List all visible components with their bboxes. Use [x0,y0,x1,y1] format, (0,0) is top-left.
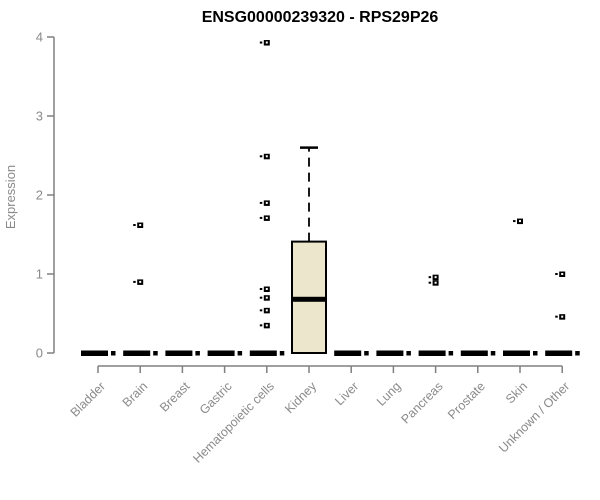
x-category-label-lung: Lung [374,379,404,409]
y-tick-label: 2 [36,188,43,203]
x-category-label-bladder: Bladder [68,379,108,419]
collapsed-box-pancreas [418,350,446,356]
collapsed-box-edge-skin [533,351,538,356]
outlier-point-center-hematopoietic-cells [265,309,268,312]
outlier-point-center-unknown-other [561,273,564,275]
collapsed-box-unknown-other [545,350,573,356]
collapsed-box-edge-hematopoietic-cells [279,351,285,356]
x-category-label-kidney: Kidney [282,379,319,416]
collapsed-box-edge-prostate [490,351,496,356]
outlier-point-dash-brain [133,280,136,283]
outlier-point-dash-unknown-other [555,315,558,318]
x-category-label-pancreas: Pancreas [398,379,445,426]
outlier-point-dash-skin [513,220,516,223]
outlier-point-dash-pancreas [428,281,432,284]
collapsed-box-edge-gastric [237,351,243,356]
y-tick-label: 1 [36,267,43,282]
outlier-point-center-hematopoietic-cells [265,216,268,219]
x-category-label-hematopoietic-cells: Hematopoietic cells [190,379,277,466]
collapsed-box-bladder [81,350,108,356]
outlier-point-center-unknown-other [561,315,564,318]
collapsed-box-lung [376,350,404,356]
y-tick-label: 3 [36,109,43,124]
x-category-label-prostate: Prostate [445,379,488,422]
outlier-point-center-hematopoietic-cells [265,288,268,291]
outlier-point-dash-hematopoietic-cells [259,296,263,299]
outlier-point-center-hematopoietic-cells [265,41,268,44]
chart-layer: 0 1 2 3 4 Bladder Brain Breast GastricHematopoie… [36,30,580,466]
x-category-label-skin: Skin [503,379,530,406]
outlier-point-dash-hematopoietic-cells [259,41,263,44]
outlier-point-center-pancreas [434,281,437,284]
collapsed-box-hematopoietic-cells [249,350,277,356]
outlier-point-center-brain [139,280,142,283]
outlier-point-dash-hematopoietic-cells [259,216,263,219]
outlier-point-dash-unknown-other [555,273,558,275]
collapsed-box-prostate [460,350,488,356]
outlier-point-dash-pancreas [428,276,432,279]
collapsed-box-edge-bladder [111,351,116,356]
x-category-label-liver: Liver [332,379,361,408]
collapsed-box-brain [123,350,151,356]
collapsed-box-edge-pancreas [448,351,454,356]
outlier-point-center-brain [139,224,142,227]
collapsed-box-skin [503,350,530,356]
outlier-point-dash-hematopoietic-cells [259,288,263,291]
x-category-label-gastric: Gastric [197,379,235,417]
collapsed-box-edge-breast [195,351,200,356]
outlier-point-center-hematopoietic-cells [265,324,268,327]
outlier-point-dash-hematopoietic-cells [259,324,263,327]
outlier-point-center-hematopoietic-cells [265,296,268,299]
y-tick-label: 4 [36,30,43,45]
outlier-point-center-hematopoietic-cells [265,155,268,158]
outlier-point-dash-hematopoietic-cells [259,155,263,158]
collapsed-box-gastric [207,350,235,356]
outlier-point-center-hematopoietic-cells [265,201,268,204]
y-tick-label: 0 [36,346,43,361]
collapsed-box-edge-unknown-other [575,351,580,356]
outlier-point-center-pancreas [434,276,437,279]
collapsed-box-edge-brain [153,351,158,356]
collapsed-box-edge-liver [364,351,369,356]
median-line-kidney [292,296,326,302]
outlier-point-dash-hematopoietic-cells [259,309,263,312]
chart-title: ENSG00000239320 - RPS29P26 [202,9,439,26]
outlier-point-center-skin [519,220,521,223]
collapsed-box-breast [165,350,193,356]
y-axis-label: Expression [3,165,18,229]
x-category-label-brain: Brain [120,379,151,410]
outlier-point-dash-hematopoietic-cells [259,201,263,204]
outlier-point-dash-brain [133,224,136,227]
collapsed-box-edge-lung [406,351,411,356]
x-category-label-breast: Breast [157,379,193,415]
collapsed-box-liver [334,350,362,356]
